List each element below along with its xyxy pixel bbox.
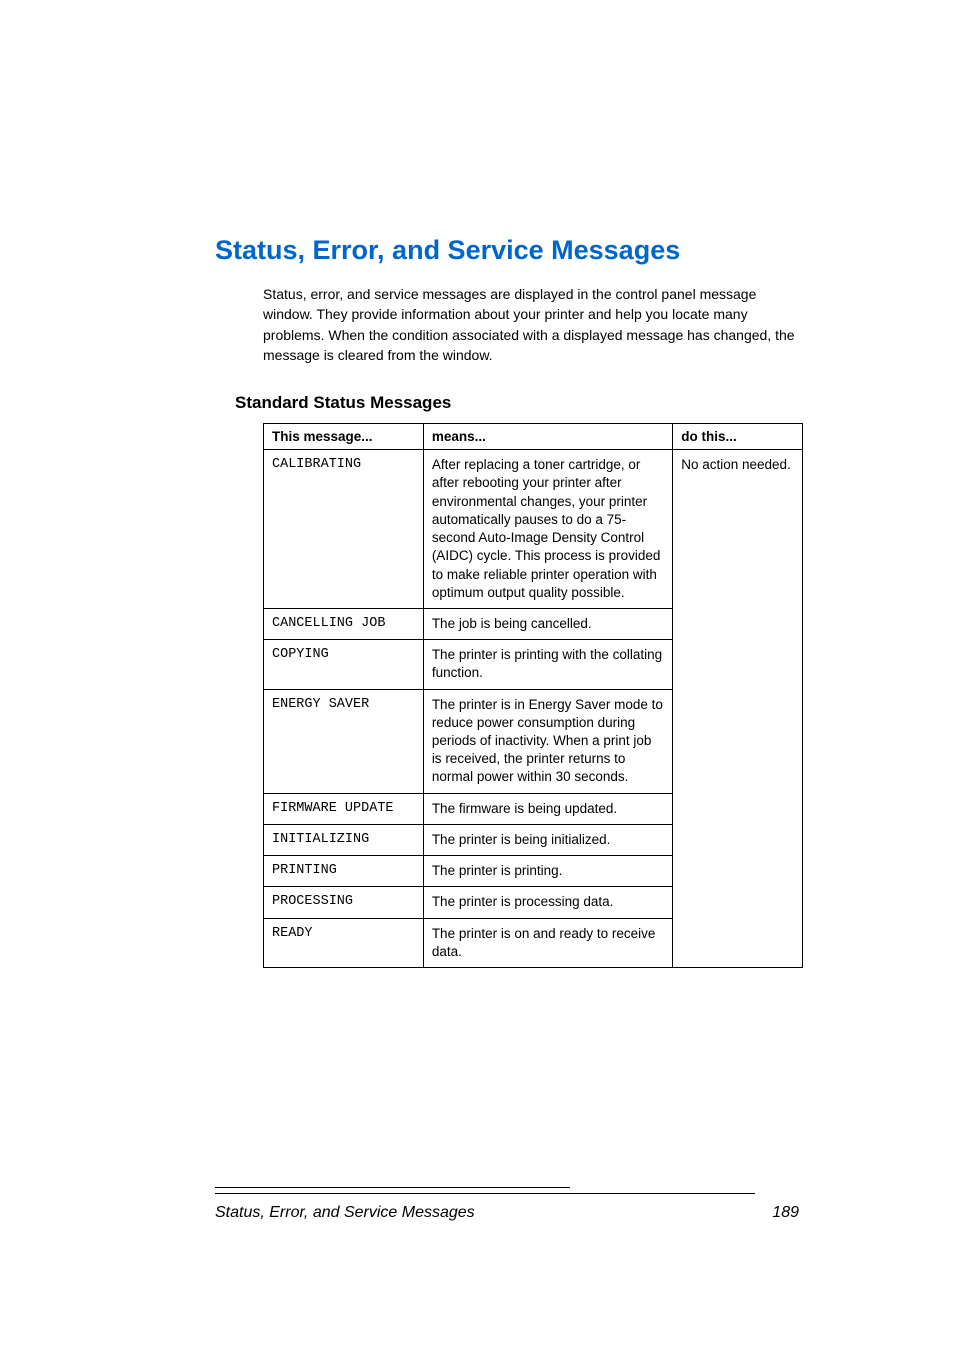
cell-message: FIRMWARE UPDATE — [264, 793, 424, 824]
table-header-means: means... — [423, 424, 672, 450]
cell-message: CALIBRATING — [264, 450, 424, 609]
cell-message: READY — [264, 918, 424, 967]
footer-page-number: 189 — [772, 1204, 799, 1222]
table-header-dothis: do this... — [673, 424, 803, 450]
cell-means: The printer is processing data. — [423, 887, 672, 918]
cell-means: The printer is being initialized. — [423, 824, 672, 855]
intro-paragraph: Status, error, and service messages are … — [263, 284, 799, 365]
cell-message: PRINTING — [264, 856, 424, 887]
section-subheading: Standard Status Messages — [235, 393, 799, 413]
footer-title: Status, Error, and Service Messages — [215, 1204, 475, 1222]
cell-means: The printer is printing. — [423, 856, 672, 887]
cell-action: No action needed. — [673, 450, 803, 968]
cell-means: The firmware is being updated. — [423, 793, 672, 824]
cell-means: The printer is on and ready to receive d… — [423, 918, 672, 967]
cell-means: The printer is in Energy Saver mode to r… — [423, 689, 672, 793]
cell-message: PROCESSING — [264, 887, 424, 918]
cell-means: After replacing a toner cartridge, or af… — [423, 450, 672, 609]
cell-means: The job is being cancelled. — [423, 608, 672, 639]
cell-message: INITIALIZING — [264, 824, 424, 855]
footer-rule — [215, 1193, 755, 1194]
page-heading: Status, Error, and Service Messages — [215, 235, 799, 266]
cell-message: CANCELLING JOB — [264, 608, 424, 639]
cell-message: ENERGY SAVER — [264, 689, 424, 793]
cell-means: The printer is printing with the collati… — [423, 640, 672, 689]
cell-message: COPYING — [264, 640, 424, 689]
table-header-message: This message... — [264, 424, 424, 450]
status-messages-table: This message... means... do this... CALI… — [263, 423, 803, 968]
table-row: CALIBRATING After replacing a toner cart… — [264, 450, 803, 609]
table-header-row: This message... means... do this... — [264, 424, 803, 450]
footer-rule-short — [215, 1187, 570, 1188]
